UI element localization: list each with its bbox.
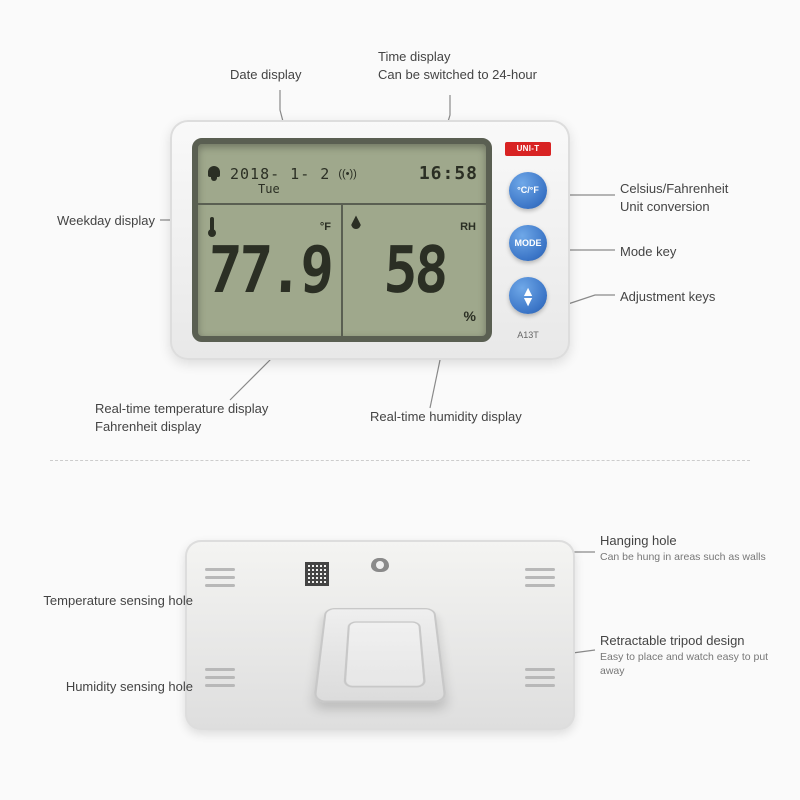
- callout-time: Time display Can be switched to 24-hour: [378, 48, 537, 83]
- lcd-temperature-panel: 77.9 °F: [198, 205, 343, 336]
- callout-time-l1: Time display: [378, 49, 450, 64]
- callout-temp-l2: Fahrenheit display: [95, 419, 201, 434]
- callout-cf-l1: Celsius/Fahrenheit: [620, 181, 728, 196]
- signal-icon: ((•)): [338, 168, 357, 180]
- vent-slot: [205, 576, 235, 579]
- tripod-stand: [315, 608, 445, 738]
- adjust-button[interactable]: ▲ ▼: [509, 277, 547, 314]
- humidity-value: 58: [382, 233, 447, 308]
- bell-icon: [206, 166, 222, 182]
- vent-slot: [525, 676, 555, 679]
- mode-button[interactable]: MODE: [509, 225, 547, 262]
- vent-slot: [525, 576, 555, 579]
- callout-humidity: Real-time humidity display: [370, 408, 522, 426]
- vent-slot: [205, 668, 235, 671]
- callout-hum-hole: Humidity sensing hole: [18, 678, 193, 696]
- vent-slot: [205, 568, 235, 571]
- callout-cf-l2: Unit conversion: [620, 199, 710, 214]
- button-column: UNI-T °C/°F MODE ▲ ▼ A13T: [504, 138, 552, 342]
- vent-slot: [205, 676, 235, 679]
- qr-code-icon: [305, 562, 329, 586]
- lcd-humidity-panel: 58 RH %: [343, 205, 486, 336]
- brand-badge: UNI-T: [505, 142, 551, 156]
- callout-adjust: Adjustment keys: [620, 288, 715, 306]
- lcd-time: 16:58: [419, 163, 478, 184]
- vent-slot: [205, 584, 235, 587]
- callout-tripod-l1: Retractable tripod design: [600, 633, 745, 648]
- model-label: A13T: [517, 330, 539, 340]
- callout-temperature: Real-time temperature display Fahrenheit…: [95, 400, 268, 435]
- device-front: 2018- 1- 2 ((•)) 16:58 Tue 77.9 °F 58 RH…: [170, 120, 570, 360]
- lcd-date: 2018- 1- 2: [230, 165, 330, 183]
- device-back: [185, 540, 575, 730]
- cf-button[interactable]: °C/°F: [509, 172, 547, 209]
- vent-slot: [525, 668, 555, 671]
- callout-weekday: Weekday display: [30, 212, 155, 230]
- callout-date: Date display: [230, 66, 302, 84]
- vent-slot: [205, 684, 235, 687]
- vent-slot: [525, 568, 555, 571]
- callout-hang-l2: Can be hung in areas such as walls: [600, 550, 775, 564]
- callout-cf: Celsius/Fahrenheit Unit conversion: [620, 180, 728, 215]
- vent-slot: [525, 684, 555, 687]
- callout-temp-l1: Real-time temperature display: [95, 401, 268, 416]
- callout-mode: Mode key: [620, 243, 676, 261]
- hanging-hole: [371, 558, 389, 572]
- callout-temp-hole: Temperature sensing hole: [18, 592, 193, 610]
- chevron-down-icon: ▼: [521, 296, 535, 306]
- lcd-weekday: Tue: [258, 182, 280, 196]
- temperature-unit: °F: [320, 221, 331, 233]
- lcd-top-row: 2018- 1- 2 ((•)) 16:58: [198, 144, 486, 205]
- lcd-body: 77.9 °F 58 RH %: [198, 205, 486, 336]
- callout-tripod: Retractable tripod design Easy to place …: [600, 632, 780, 678]
- callout-hang-l1: Hanging hole: [600, 533, 677, 548]
- vent-slot: [525, 584, 555, 587]
- droplet-icon: [351, 215, 361, 229]
- infographic-canvas: 2018- 1- 2 ((•)) 16:58 Tue 77.9 °F 58 RH…: [0, 0, 800, 800]
- humidity-rh-label: RH: [460, 221, 476, 233]
- callout-time-l2: Can be switched to 24-hour: [378, 67, 537, 82]
- temperature-value: 77.9: [206, 233, 332, 308]
- lcd-screen: 2018- 1- 2 ((•)) 16:58 Tue 77.9 °F 58 RH…: [192, 138, 492, 342]
- callout-hanging: Hanging hole Can be hung in areas such a…: [600, 532, 775, 564]
- humidity-percent-label: %: [464, 308, 476, 324]
- callout-tripod-l2: Easy to place and watch easy to put away: [600, 650, 780, 678]
- section-divider: [50, 460, 750, 461]
